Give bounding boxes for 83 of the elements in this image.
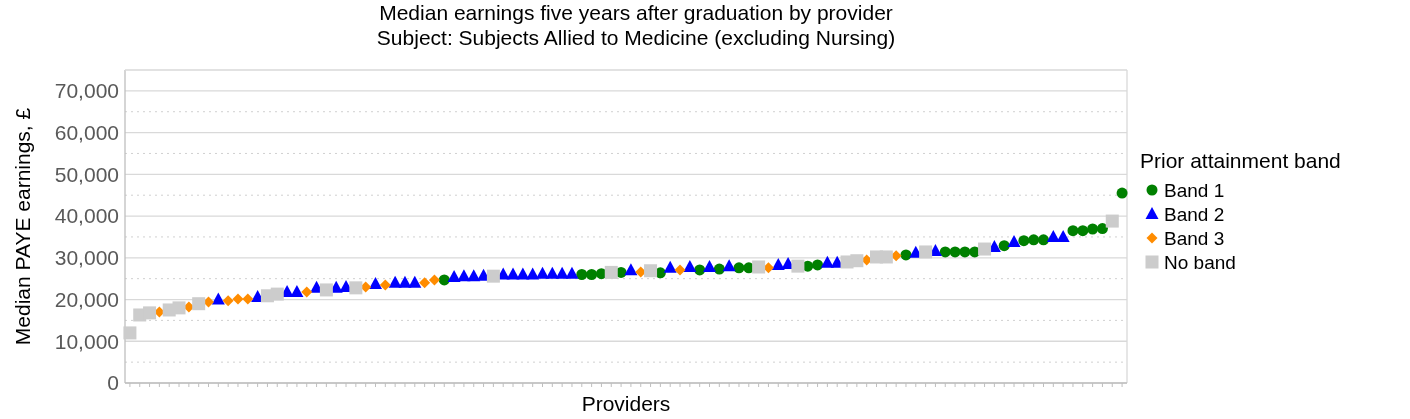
point [919,245,933,259]
point [812,259,824,271]
point [319,283,333,297]
x-axis-title: Providers [581,392,671,415]
y-tick-label: 40,000 [54,204,119,228]
y-tick-label: 70,000 [54,79,119,103]
point [949,246,961,258]
point [900,249,912,261]
point [270,287,284,301]
legend-label: Band 2 [1164,203,1225,225]
point [369,277,382,290]
point [398,275,412,288]
point [663,260,677,273]
point [349,281,363,295]
y-tick-label: 0 [107,371,119,395]
point [674,264,686,276]
point [791,259,805,273]
point [733,262,745,274]
point [586,268,598,280]
point [290,285,304,298]
point [486,269,500,283]
point [1116,187,1128,199]
point [143,306,157,320]
point [1096,223,1108,235]
point [998,240,1010,252]
point [242,293,254,305]
chart-subtitle: Subject: Subjects Allied to Medicine (excluding Nursing) [376,26,896,49]
point [624,263,638,276]
point [1087,223,1099,235]
point [1007,234,1021,247]
point [771,257,785,270]
point [408,275,422,288]
chart-title: Median earnings five years after graduation by provider [379,1,893,24]
point [457,269,471,282]
point [545,266,559,279]
legend-label: No band [1164,251,1236,273]
y-axis-title: Median PAYE earnings, £ [11,107,34,346]
point [1056,229,1070,242]
point [172,301,186,315]
point [123,326,137,340]
point [1105,214,1119,228]
point [222,295,234,307]
point [536,266,549,279]
y-tick-label: 30,000 [54,246,119,270]
point [683,259,697,272]
point [939,246,951,258]
point [1067,225,1079,237]
point [565,266,579,279]
point [752,260,766,274]
point [232,293,244,305]
legend-title: Prior attainment band [1140,149,1341,172]
legend-label: Band 1 [1164,179,1225,201]
point [211,292,225,305]
point [388,275,402,288]
point [576,268,588,280]
point [301,286,313,298]
point [447,270,461,282]
point [644,264,658,278]
point [192,297,206,311]
y-tick-label: 10,000 [54,329,119,353]
point [1046,229,1060,242]
point [604,265,618,279]
point [820,255,834,268]
point [467,269,481,282]
point [1028,234,1040,246]
point [1018,235,1030,247]
point [1077,225,1089,237]
point [703,259,716,272]
point [722,259,736,272]
point [978,242,992,256]
y-tick-label: 50,000 [54,162,119,186]
y-tick-label: 20,000 [54,287,119,311]
legend-label: Band 3 [1164,227,1225,249]
point [1038,234,1049,246]
point [850,254,864,268]
point [879,250,893,264]
point [438,274,450,286]
point [555,266,569,279]
point [959,246,971,258]
point [419,277,431,289]
point [379,279,391,291]
point [428,274,440,286]
y-tick-label: 60,000 [54,120,119,144]
